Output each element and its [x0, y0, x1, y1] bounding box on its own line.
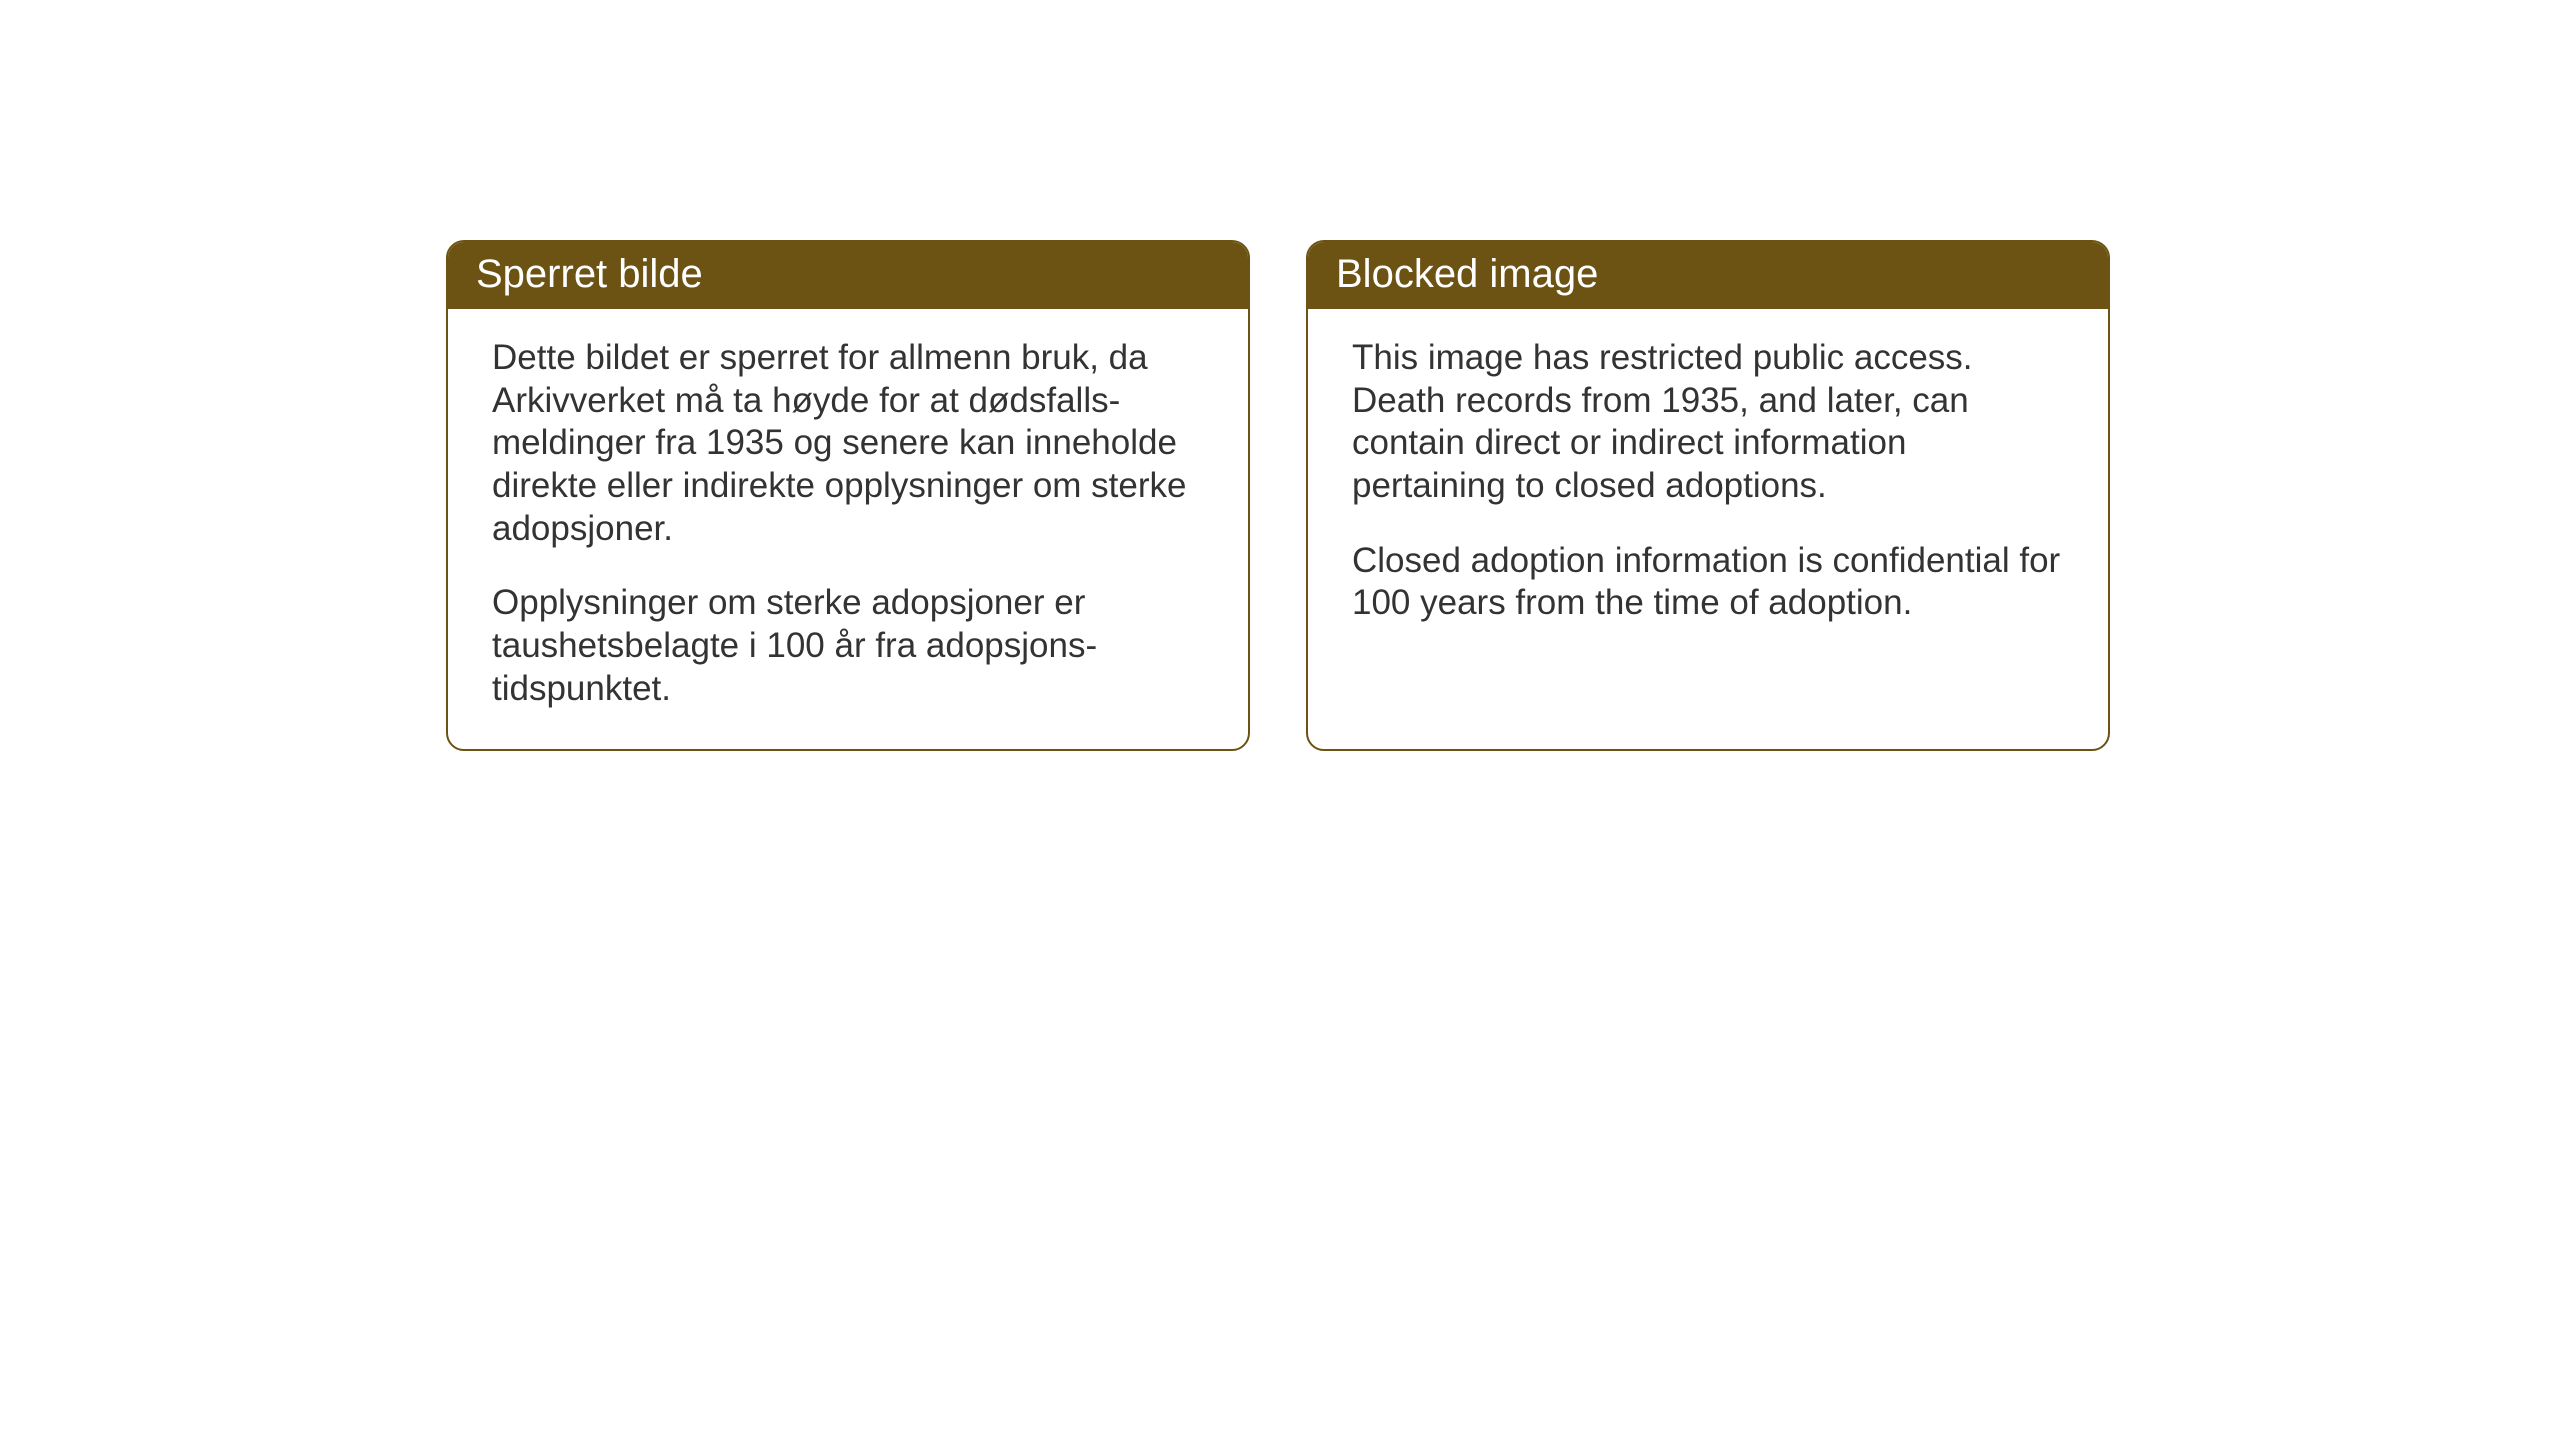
notice-container: Sperret bilde Dette bildet er sperret fo… [446, 240, 2110, 751]
english-paragraph-1: This image has restricted public access.… [1352, 337, 2064, 508]
norwegian-paragraph-1: Dette bildet er sperret for allmenn bruk… [492, 337, 1204, 550]
norwegian-paragraph-2: Opplysninger om sterke adopsjoner er tau… [492, 582, 1204, 710]
english-card-body: This image has restricted public access.… [1308, 309, 2108, 663]
english-notice-card: Blocked image This image has restricted … [1306, 240, 2110, 751]
norwegian-notice-card: Sperret bilde Dette bildet er sperret fo… [446, 240, 1250, 751]
english-paragraph-2: Closed adoption information is confident… [1352, 540, 2064, 625]
norwegian-card-body: Dette bildet er sperret for allmenn bruk… [448, 309, 1248, 749]
norwegian-card-title: Sperret bilde [448, 242, 1248, 309]
english-card-title: Blocked image [1308, 242, 2108, 309]
